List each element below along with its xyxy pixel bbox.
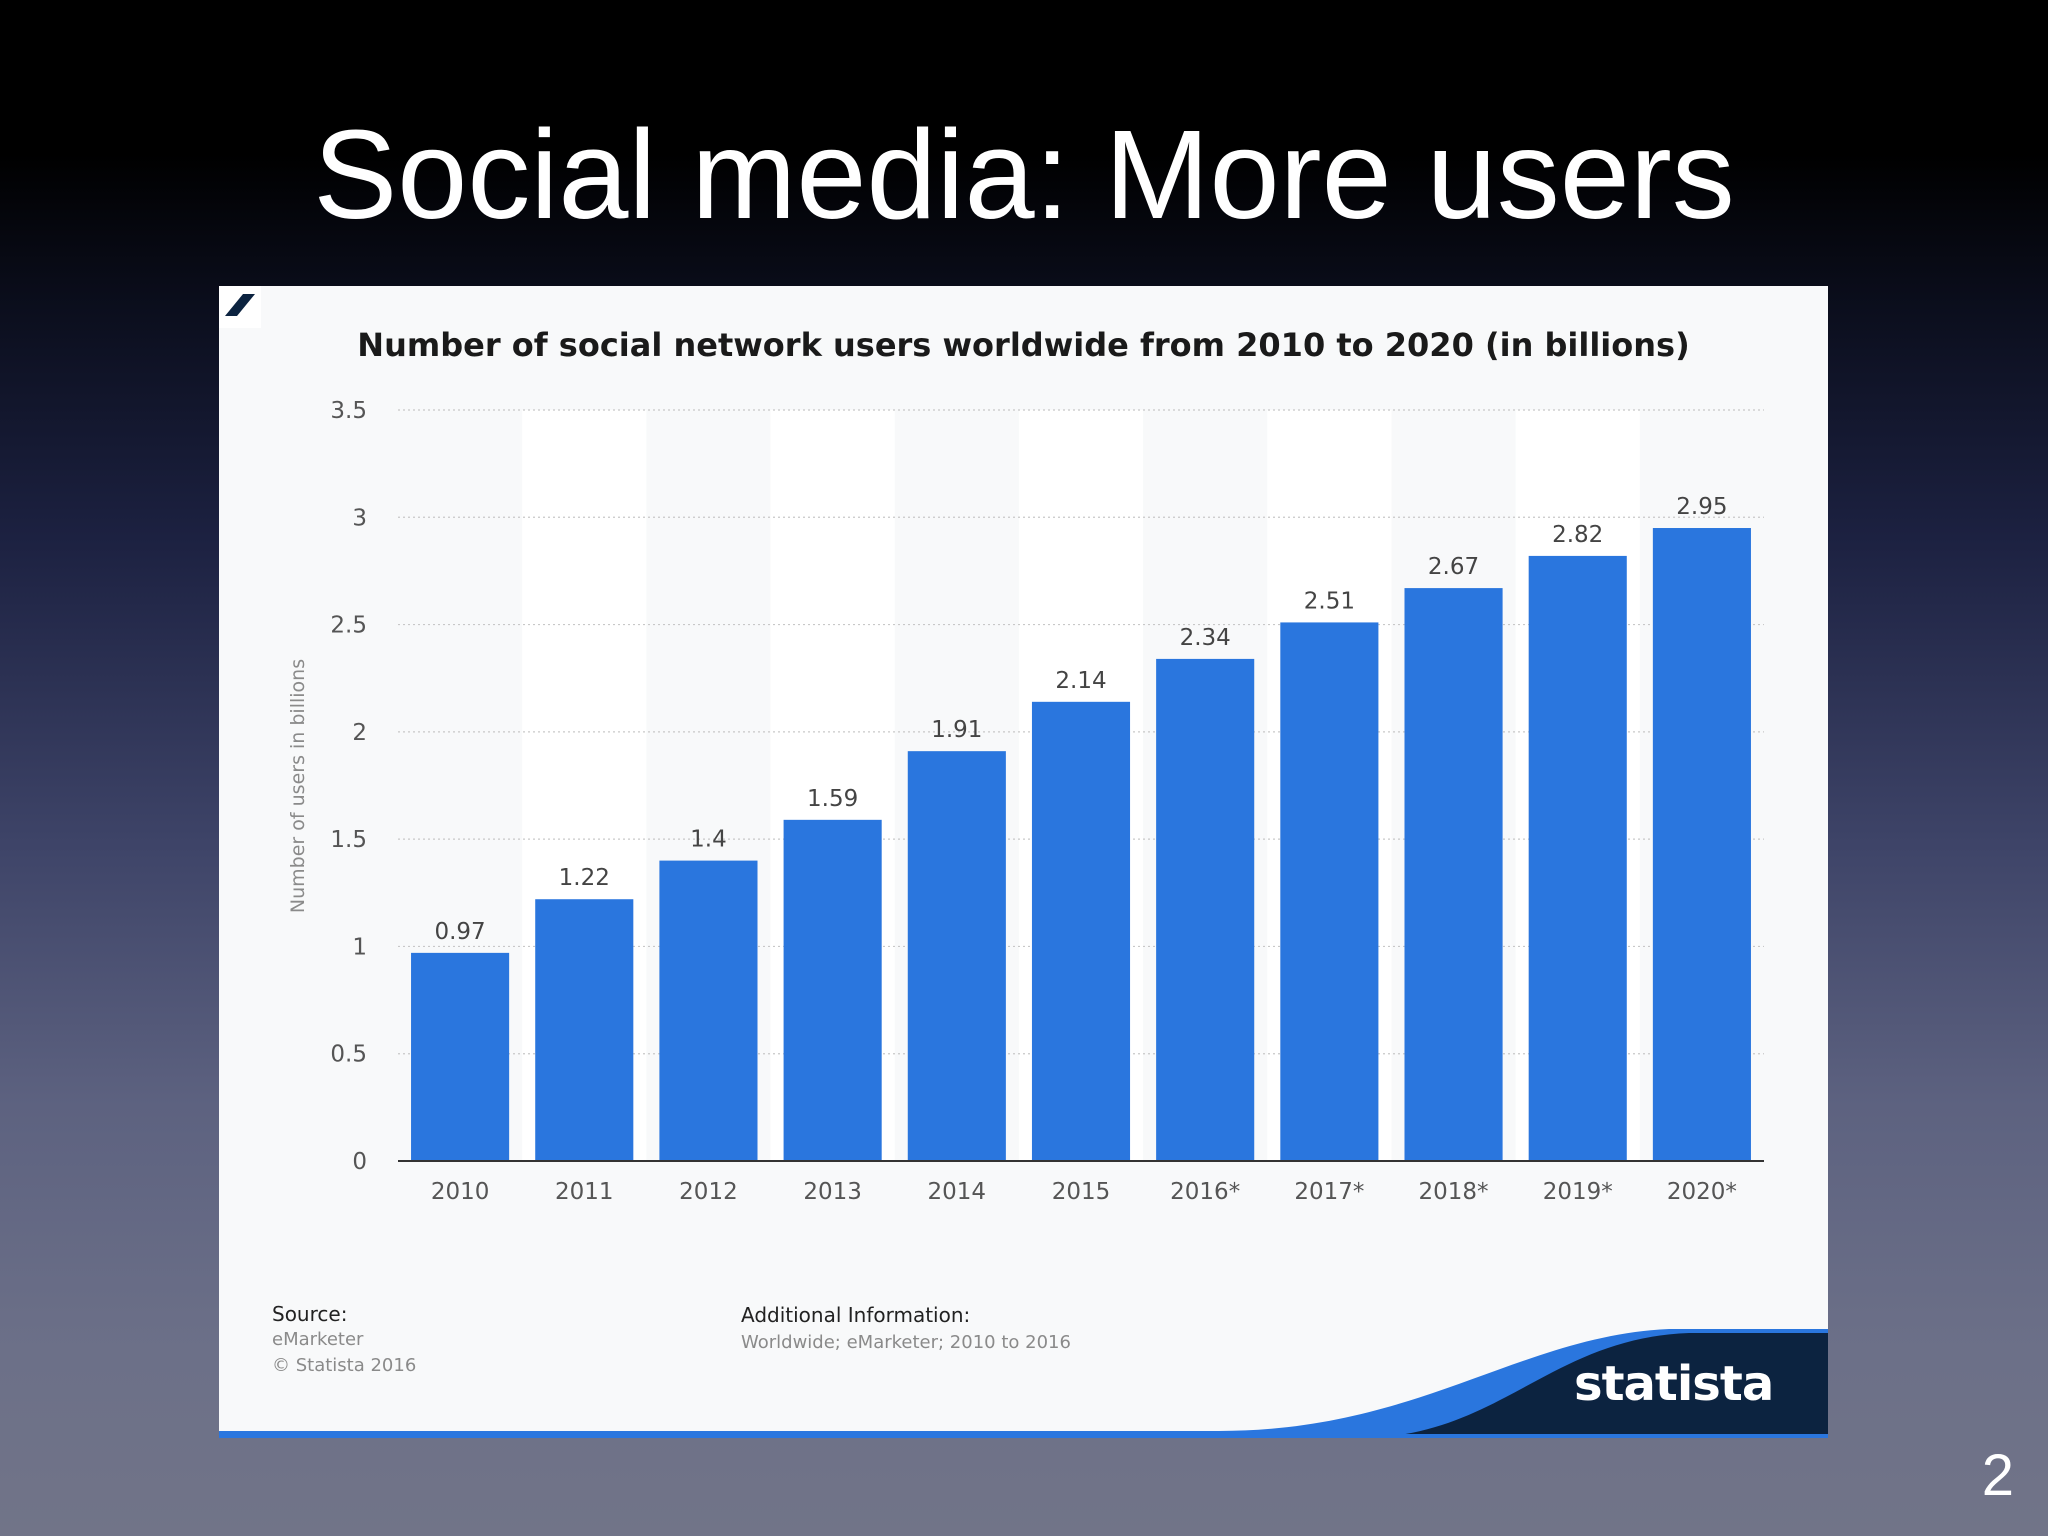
bar <box>1031 701 1131 1161</box>
data-label: 1.22 <box>559 865 610 891</box>
source-line: eMarketer <box>272 1329 364 1350</box>
x-tick-label: 2017* <box>1294 1179 1364 1205</box>
x-tick-label: 2015 <box>1052 1179 1111 1205</box>
bar <box>1404 588 1503 1161</box>
data-label: 2.34 <box>1180 625 1231 651</box>
additional-info-label: Additional Information: <box>741 1303 971 1327</box>
bar <box>1652 528 1751 1161</box>
brand-wave-dark <box>1359 1333 1828 1438</box>
y-tick-label: 2 <box>352 720 367 746</box>
chart-panel: Number of social network users worldwide… <box>219 286 1828 1438</box>
statista-wordmark: statista <box>1574 1356 1774 1412</box>
bar <box>1156 658 1255 1161</box>
data-label: 1.4 <box>690 827 727 853</box>
brand-wave-blue <box>219 1329 1828 1438</box>
data-label: 2.67 <box>1428 554 1479 580</box>
chart-title: Number of social network users worldwide… <box>357 326 1690 364</box>
copyright-line: © Statista 2016 <box>272 1355 417 1376</box>
y-tick-label: 0.5 <box>330 1042 367 1068</box>
bar <box>783 819 882 1161</box>
x-tick-label: 2019* <box>1543 1179 1613 1205</box>
brand-wave <box>219 1329 1828 1438</box>
bar-chart: 0 0.5 1 1.5 2 2.5 3 3.5 Number of users in billi… <box>287 398 1764 1205</box>
x-tick-label: 2018* <box>1419 1179 1489 1205</box>
y-tick-label: 1 <box>352 934 367 960</box>
data-label: 0.97 <box>434 919 485 945</box>
y-tick-label: 2.5 <box>330 613 367 639</box>
y-tick-label: 0 <box>352 1149 367 1175</box>
bar <box>535 899 634 1161</box>
x-tick-label: 2020* <box>1667 1179 1737 1205</box>
x-tick-label: 2012 <box>679 1179 738 1205</box>
y-tick-label: 3.5 <box>330 398 367 424</box>
bar <box>659 860 758 1161</box>
data-label: 2.95 <box>1676 494 1727 520</box>
data-label: 2.82 <box>1552 522 1603 548</box>
slide-title: Social media: More users <box>313 104 1735 245</box>
x-tick-label: 2013 <box>803 1179 862 1205</box>
panel-bottom-edge <box>219 1434 1828 1438</box>
page-number: 2 <box>1981 1443 2014 1508</box>
y-tick-label: 3 <box>352 505 367 531</box>
data-label: 1.59 <box>807 786 858 812</box>
y-tick-label: 1.5 <box>330 827 367 853</box>
x-tick-label: 2014 <box>928 1179 987 1205</box>
additional-info-text: Worldwide; eMarketer; 2010 to 2016 <box>741 1332 1071 1353</box>
bar <box>1528 555 1627 1161</box>
source-label: Source: <box>272 1302 348 1326</box>
y-axis-label: Number of users in billions <box>287 659 309 913</box>
statista-logo-icon <box>219 286 261 328</box>
bar <box>1280 622 1379 1161</box>
x-tick-label: 2011 <box>555 1179 614 1205</box>
data-label: 2.51 <box>1304 588 1355 614</box>
bar <box>907 751 1006 1161</box>
x-tick-label: 2010 <box>431 1179 490 1205</box>
data-label: 1.91 <box>931 717 982 743</box>
bar <box>411 952 510 1161</box>
data-label: 2.14 <box>1055 668 1106 694</box>
x-tick-label: 2016* <box>1170 1179 1240 1205</box>
